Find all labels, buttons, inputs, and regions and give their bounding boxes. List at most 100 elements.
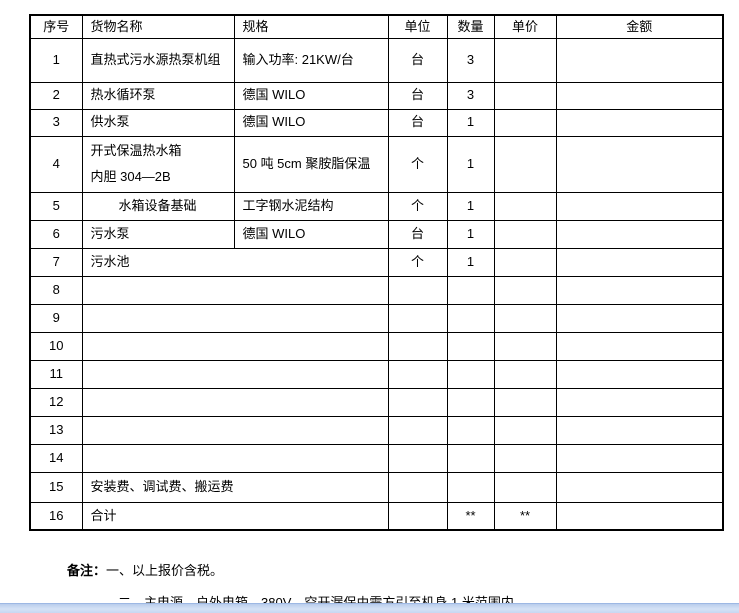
cell-no: 5 (29, 191, 83, 221)
cell-unit (387, 303, 448, 333)
cell-amount (555, 359, 724, 389)
cell-qty (446, 303, 495, 333)
cell-unit (387, 359, 448, 389)
cell-unit: 台 (387, 108, 448, 137)
cell-amount (555, 219, 724, 249)
cell-qty: 1 (446, 135, 495, 193)
cell-name: 水箱设备基础 (81, 191, 235, 221)
cell-unit (387, 331, 448, 361)
cell-no: 1 (29, 37, 83, 83)
quote-table: 序号 货物名称 规格 单位 数量 单价 金额 1 直热式污水源热泵机组 输入功率… (29, 14, 724, 531)
cell-name (81, 331, 389, 361)
table-row: 12 (29, 387, 724, 417)
header-no: 序号 (29, 14, 83, 39)
cell-no: 12 (29, 387, 83, 417)
cell-spec: 德国 WILO (233, 81, 389, 110)
cell-no: 11 (29, 359, 83, 389)
cell-amount (555, 108, 724, 137)
header-qty: 数量 (446, 14, 495, 39)
cell-amount (555, 81, 724, 110)
cell-price (493, 37, 557, 83)
cell-price (493, 415, 557, 445)
table-row: 3 供水泵 德国 WILO 台 1 (29, 108, 724, 137)
cell-spec: 德国 WILO (233, 108, 389, 137)
cell-amount (555, 37, 724, 83)
cell-name: 供水泵 (81, 108, 235, 137)
remark-text-1: 一、以上报价含税。 (106, 563, 224, 578)
cell-unit (387, 415, 448, 445)
cell-no: 8 (29, 275, 83, 305)
cell-no: 7 (29, 247, 83, 277)
header-unit: 单位 (387, 14, 448, 39)
cell-amount (555, 303, 724, 333)
cell-amount (555, 387, 724, 417)
cell-name (81, 387, 389, 417)
table-row: 1 直热式污水源热泵机组 输入功率: 21KW/台 台 3 (29, 37, 724, 83)
cell-amount (555, 135, 724, 193)
cell-amount (555, 501, 724, 531)
cell-name (81, 359, 389, 389)
cell-name: 安装费、调试费、搬运费 (81, 471, 389, 503)
table-row: 16 合计 ** ** (29, 501, 724, 531)
cell-price (493, 443, 557, 473)
cell-price (493, 471, 557, 503)
header-name: 货物名称 (81, 14, 235, 39)
table-row: 5 水箱设备基础 工字钢水泥结构 个 1 (29, 191, 724, 221)
cell-unit (387, 275, 448, 305)
cell-no: 4 (29, 135, 83, 193)
cell-name (81, 303, 389, 333)
cell-no: 10 (29, 331, 83, 361)
cell-qty: 1 (446, 247, 495, 277)
cell-amount (555, 191, 724, 221)
cell-no: 2 (29, 81, 83, 110)
name-line-2: 内胆 304—2B (90, 169, 171, 184)
cell-unit (387, 443, 448, 473)
table-row: 13 (29, 415, 724, 445)
cell-qty: 1 (446, 219, 495, 249)
table-row: 15 安装费、调试费、搬运费 (29, 471, 724, 503)
cell-spec: 工字钢水泥结构 (233, 191, 389, 221)
cell-no: 13 (29, 415, 83, 445)
cell-name: 污水池 (81, 247, 389, 277)
cell-unit: 个 (387, 247, 448, 277)
cell-unit: 台 (387, 37, 448, 83)
cell-amount (555, 275, 724, 305)
cell-name: 合计 (81, 501, 389, 531)
cell-price (493, 219, 557, 249)
cell-unit (387, 471, 448, 503)
cell-qty: 1 (446, 191, 495, 221)
cell-name: 热水循环泵 (81, 81, 235, 110)
cell-no: 3 (29, 108, 83, 137)
remark-label: 备注： (67, 563, 107, 578)
cell-name: 污水泵 (81, 219, 235, 249)
cell-price (493, 387, 557, 417)
cell-price (493, 191, 557, 221)
cell-no: 9 (29, 303, 83, 333)
cell-qty (446, 275, 495, 305)
bottom-window-edge (0, 603, 739, 613)
cell-qty: 3 (446, 37, 495, 83)
cell-amount (555, 415, 724, 445)
cell-unit (387, 501, 448, 531)
cell-no: 15 (29, 471, 83, 503)
cell-name: 开式保温热水箱 内胆 304—2B (81, 135, 235, 193)
cell-price (493, 275, 557, 305)
table-row: 6 污水泵 德国 WILO 台 1 (29, 219, 724, 249)
cell-qty (446, 359, 495, 389)
table-row: 4 开式保温热水箱 内胆 304—2B 50 吨 5cm 聚胺脂保温 个 1 (29, 135, 724, 193)
cell-price (493, 108, 557, 137)
cell-qty (446, 415, 495, 445)
cell-name (81, 443, 389, 473)
cell-amount (555, 247, 724, 277)
table-header-row: 序号 货物名称 规格 单位 数量 单价 金额 (29, 14, 724, 39)
cell-qty: 3 (446, 81, 495, 110)
table-row: 14 (29, 443, 724, 473)
cell-no: 14 (29, 443, 83, 473)
cell-spec: 输入功率: 21KW/台 (233, 37, 389, 83)
cell-unit: 个 (387, 135, 448, 193)
header-spec: 规格 (233, 14, 389, 39)
cell-name: 直热式污水源热泵机组 (81, 37, 235, 83)
cell-spec: 50 吨 5cm 聚胺脂保温 (233, 135, 389, 193)
cell-qty (446, 387, 495, 417)
table-row: 8 (29, 275, 724, 305)
